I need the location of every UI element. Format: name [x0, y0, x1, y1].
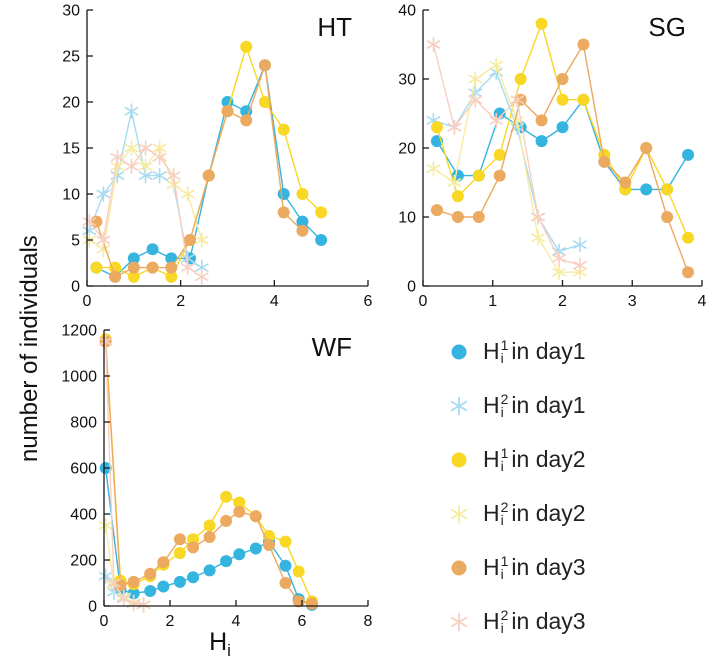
axes [103, 329, 369, 607]
series-hi1-in-day2 [90, 40, 328, 283]
svg-text:2: 2 [166, 613, 175, 630]
tick-labels: 0 2 4 6 0 5 10 15 20 25 30 [62, 3, 372, 311]
svg-text:30: 30 [62, 3, 80, 20]
svg-text:3: 3 [628, 293, 637, 310]
svg-text:40: 40 [398, 3, 416, 20]
svg-text:10: 10 [62, 187, 80, 204]
svg-text:800: 800 [70, 415, 97, 432]
svg-text:4: 4 [232, 613, 241, 630]
series-hi1-in-day3 [430, 38, 695, 279]
series-hi1-in-day1 [430, 93, 695, 196]
x-axis-label-base: H [209, 628, 228, 656]
svg-text:25: 25 [62, 49, 80, 66]
svg-text:6: 6 [364, 293, 373, 310]
axes [86, 9, 369, 287]
svg-text:200: 200 [70, 553, 97, 570]
svg-text:4: 4 [270, 293, 279, 310]
series-hi2-in-day2 [426, 57, 587, 281]
svg-text:0: 0 [407, 279, 416, 296]
chart-title-sg: SG [648, 12, 686, 42]
svg-text:5: 5 [71, 233, 80, 250]
legend-asterisk-icon [450, 504, 468, 523]
svg-text:0: 0 [71, 279, 80, 296]
svg-text:400: 400 [70, 507, 97, 524]
svg-text:30: 30 [398, 72, 416, 89]
series-hi2-in-day2 [82, 140, 209, 257]
svg-text:600: 600 [70, 461, 97, 478]
legend-asterisk-icon [450, 396, 468, 415]
series-hi1-in-day3 [99, 335, 318, 610]
svg-text:0: 0 [88, 599, 97, 616]
chart-sg: 0 1 2 3 4 0 10 20 30 40 SG [392, 2, 710, 314]
svg-text:0: 0 [100, 613, 109, 630]
svg-text:10: 10 [398, 210, 416, 227]
svg-text:15: 15 [62, 141, 80, 158]
chart-wf: 0 2 4 6 8 0 200 400 600 800 1000 1200 WF [56, 322, 376, 634]
series-hi2-in-day3 [82, 140, 209, 285]
svg-text:1000: 1000 [61, 369, 97, 386]
axes [422, 9, 703, 287]
legend-circle-icon [451, 344, 467, 359]
chart-title-ht: HT [317, 12, 352, 42]
svg-text:20: 20 [62, 95, 80, 112]
x-axis-label-sub: i [227, 641, 231, 660]
svg-text:20: 20 [398, 141, 416, 158]
series-hi1-in-day3 [90, 59, 309, 283]
tick-labels: 0 2 4 6 8 0 200 400 600 800 1000 1200 [61, 323, 372, 631]
legend-circle-icon [451, 560, 467, 575]
svg-text:0: 0 [419, 293, 428, 310]
svg-text:6: 6 [298, 613, 307, 630]
chart-title-wf: WF [312, 332, 352, 362]
x-axis-label: Hi [150, 628, 290, 661]
chart-svg-wf: 0 2 4 6 8 0 200 400 600 800 1000 1200 WF [61, 323, 372, 631]
legend-asterisk-icon [450, 612, 468, 631]
series-hi2-in-day3 [426, 36, 587, 274]
chart-svg-ht: 0 2 4 6 0 5 10 15 20 25 30 HT [62, 3, 372, 311]
legend-circle-icon [451, 452, 467, 467]
svg-text:1: 1 [488, 293, 497, 310]
svg-text:0: 0 [83, 293, 92, 310]
svg-text:2: 2 [176, 293, 185, 310]
svg-text:1200: 1200 [61, 323, 97, 340]
svg-text:2: 2 [558, 293, 567, 310]
svg-text:8: 8 [364, 613, 373, 630]
y-axis-label: number of individuals [16, 235, 43, 462]
svg-text:4: 4 [698, 293, 707, 310]
chart-ht: 0 2 4 6 0 5 10 15 20 25 30 HT [56, 2, 376, 314]
